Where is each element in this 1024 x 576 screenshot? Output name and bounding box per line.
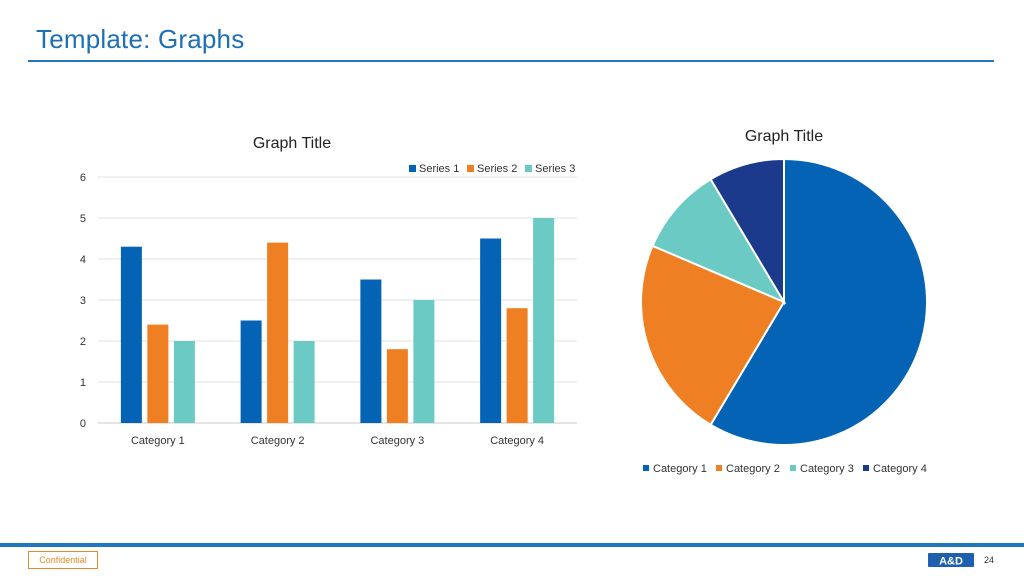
company-logo: A&D [928,553,974,568]
bar-s3-c4 [533,218,555,423]
legend-swatch-category-2 [716,465,722,471]
bar-chart: Graph Title 0 1 2 3 4 5 6 Category 1 Category 2 Ca… [80,135,577,447]
legend-label-series-2: Series 2 [477,163,517,175]
y-tick-label-4: 4 [80,254,86,266]
pie-slice-category-3 [651,177,787,305]
legend-swatch-category-3 [790,465,796,471]
page-number: 24 [984,555,995,565]
pie-chart: Graph Title Category 1 Category 2 Category … [640,128,928,475]
bar-s3-c2 [293,341,315,423]
bar-s3-c3 [413,300,435,423]
footer-band [0,543,1024,547]
bar-s2-c2 [267,242,289,423]
bar-s2-c3 [386,349,408,423]
pie-slice-category-4 [709,157,785,306]
y-tick-label-2: 2 [80,336,86,348]
bar-s2-c1 [147,324,169,423]
bar-s3-c1 [173,341,195,423]
legend-swatch-category-4 [863,465,869,471]
y-tick-label-3: 3 [80,295,86,307]
y-tick-label-6: 6 [80,172,86,184]
x-tick-label-3: Category 3 [370,435,424,447]
legend-swatch-category-1 [643,465,649,471]
legend-swatch-series-1 [409,165,416,172]
legend-label-category-1: Category 1 [653,463,707,475]
legend-label-series-1: Series 1 [419,163,459,175]
bar-s1-c4 [480,238,502,423]
legend-label-series-3: Series 3 [535,163,575,175]
confidential-badge: Confidential [28,551,98,569]
x-tick-label-4: Category 4 [490,435,544,447]
bar-s1-c3 [360,279,382,423]
x-tick-label-1: Category 1 [131,435,185,447]
legend-label-category-4: Category 4 [873,463,927,475]
y-tick-label-1: 1 [80,377,86,389]
bar-chart-title: Graph Title [253,135,331,152]
legend-swatch-series-3 [525,165,532,172]
logo-text: A&D [939,556,963,568]
bar-s1-c1 [120,246,142,423]
y-tick-label-5: 5 [80,213,86,225]
pie-slice-category-1 [709,157,928,446]
y-tick-label-0: 0 [80,418,86,430]
pie-chart-title: Graph Title [745,128,823,145]
pie-slice-category-2 [640,244,786,427]
title-divider [28,60,994,62]
legend-label-category-3: Category 3 [800,463,854,475]
legend-swatch-series-2 [467,165,474,172]
slide-title: Template: Graphs [36,24,245,54]
bar-s2-c4 [506,308,528,423]
x-tick-label-2: Category 2 [251,435,305,447]
bar-s1-c2 [240,320,262,423]
legend-label-category-2: Category 2 [726,463,780,475]
